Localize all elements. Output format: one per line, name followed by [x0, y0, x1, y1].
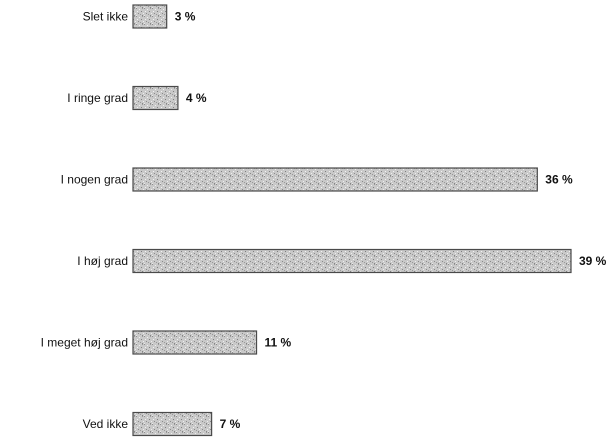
bar	[132, 4, 168, 29]
category-label: I høj grad	[77, 254, 128, 268]
category-label: I nogen grad	[61, 173, 128, 187]
value-label: 11 %	[265, 336, 292, 350]
bar	[132, 330, 258, 355]
value-label: 4 %	[186, 91, 207, 105]
category-label: I ringe grad	[67, 91, 128, 105]
bars-layer: Slet ikke 3 % I ringe grad 4 % I nogen grad 3…	[41, 4, 607, 437]
category-label: Slet ikke	[83, 10, 129, 24]
value-label: 3 %	[175, 10, 196, 24]
value-label: 7 %	[220, 417, 241, 431]
bar-row: I meget høj grad 11 %	[41, 330, 292, 355]
category-label: Ved ikke	[83, 417, 129, 431]
bar-row: I høj grad 39 %	[77, 248, 607, 274]
bar	[132, 248, 572, 274]
bar-row: I ringe grad 4 %	[67, 85, 207, 111]
value-label: 36 %	[545, 173, 573, 187]
bar-row: Slet ikke 3 %	[83, 4, 196, 29]
bar	[132, 85, 179, 111]
bar-row: I nogen grad 36 %	[61, 167, 573, 192]
bar	[132, 167, 538, 192]
bar-row: Ved ikke 7 %	[83, 411, 241, 437]
category-label: I meget høj grad	[41, 336, 128, 350]
bar	[132, 411, 213, 437]
value-label: 39 %	[579, 254, 607, 268]
